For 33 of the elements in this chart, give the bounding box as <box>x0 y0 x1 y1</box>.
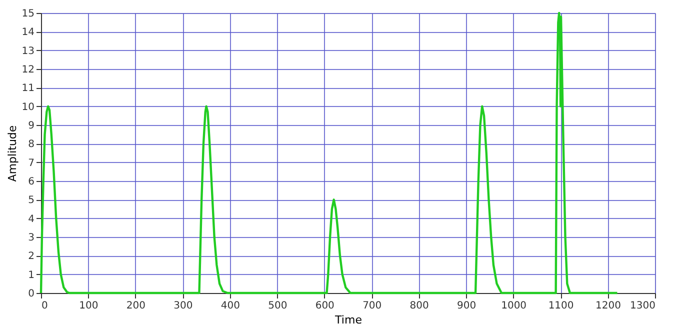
x-tick-label: 100 <box>79 300 98 312</box>
y-tick-label: 5 <box>28 195 34 206</box>
x-tick-label: 1000 <box>501 300 527 312</box>
y-tick-label: 6 <box>28 176 34 188</box>
x-tick-label: 800 <box>410 300 429 312</box>
x-tick-label: 600 <box>315 300 334 312</box>
y-axis-title: Amplitude <box>6 125 19 182</box>
y-tick-label: 9 <box>28 120 34 132</box>
y-tick-label: 0 <box>28 288 34 300</box>
y-tick-label: 3 <box>28 232 34 244</box>
x-tick-label: 0 <box>42 300 48 312</box>
y-tick-label: 1 <box>28 270 34 281</box>
x-tick-label: 200 <box>126 300 146 312</box>
y-tick-label: 12 <box>22 64 34 76</box>
x-tick-label: 900 <box>457 300 476 312</box>
y-tick-label: 13 <box>22 46 34 57</box>
y-tick-label: 11 <box>22 83 34 94</box>
y-tick-label: 10 <box>22 102 34 113</box>
y-tick-label: 2 <box>28 251 34 262</box>
y-tick-label: 8 <box>28 139 34 150</box>
line-series <box>40 12 618 294</box>
x-axis-title: Time <box>334 314 362 326</box>
x-tick-label: 500 <box>268 300 288 312</box>
x-tick-label: 300 <box>174 300 193 312</box>
x-tick-label: 1200 <box>596 300 621 312</box>
y-tick-label: 15 <box>22 8 34 20</box>
x-tick-label: 400 <box>220 300 240 312</box>
x-tick-label: 700 <box>362 300 382 312</box>
x-tick-label: 1300 <box>630 300 656 312</box>
y-tick-label: 4 <box>28 214 34 225</box>
y-tick-label: 14 <box>22 27 34 38</box>
x-tick-label: 1100 <box>548 300 574 312</box>
y-tick-label: 7 <box>28 158 34 169</box>
